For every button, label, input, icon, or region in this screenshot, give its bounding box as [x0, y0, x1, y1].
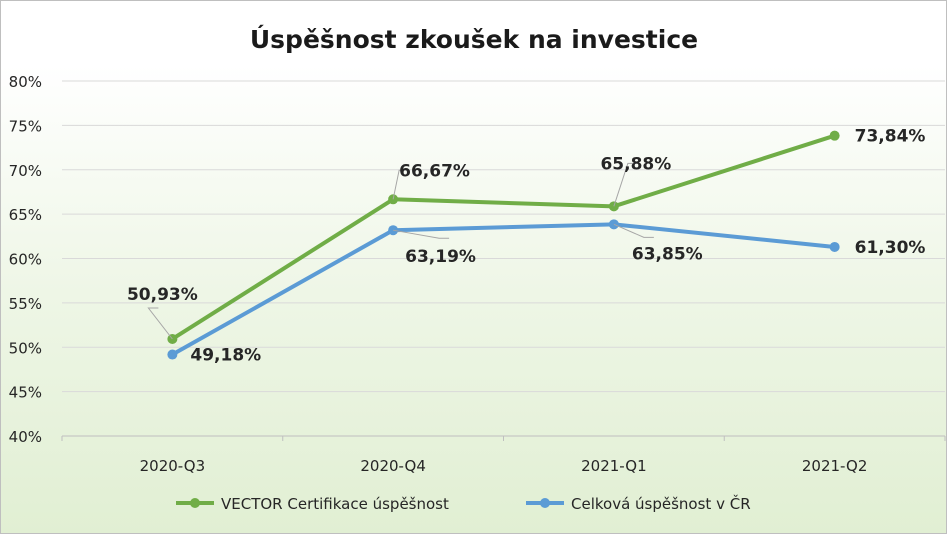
label-leader-line — [613, 223, 654, 238]
data-point — [829, 241, 840, 252]
chart-title: Úspěšnost zkoušek na investice — [250, 24, 698, 54]
legend-label: Celková úspěšnost v ČR — [571, 494, 751, 513]
x-tick-label: 2021-Q1 — [581, 457, 647, 475]
data-label: 50,93% — [127, 285, 198, 305]
label-leader-line — [147, 307, 173, 340]
y-tick-label: 60% — [9, 251, 42, 269]
y-tick-label: 40% — [9, 428, 42, 446]
series-line — [170, 222, 837, 357]
x-tick-label: 2020-Q4 — [360, 457, 426, 475]
y-tick-label: 70% — [9, 162, 42, 180]
data-label: 49,18% — [190, 346, 261, 366]
x-tick-label: 2021-Q2 — [802, 457, 868, 475]
series-lines — [167, 130, 840, 360]
x-axis-ticks: 2020-Q3 2020-Q4 2021-Q1 2021-Q2 — [61, 436, 946, 475]
series-line — [170, 133, 837, 341]
data-label: 73,84% — [855, 127, 926, 147]
legend-marker — [540, 498, 550, 508]
data-label: 63,85% — [632, 244, 703, 264]
y-tick-label: 80% — [9, 73, 42, 91]
y-tick-label: 75% — [9, 117, 42, 135]
label-leader-line — [393, 229, 450, 239]
data-labels: 50,93% 66,67% 65,88% 73,84% 49,18% 63,19% 63,8… — [127, 127, 925, 366]
x-tick-label: 2020-Q3 — [140, 457, 206, 475]
y-tick-label: 55% — [9, 295, 42, 313]
legend-marker — [190, 498, 200, 508]
data-point — [167, 349, 178, 360]
data-label: 61,30% — [855, 238, 926, 258]
gridlines — [62, 80, 945, 437]
label-leader-line — [613, 162, 638, 207]
y-axis-ticks: 40% 45% 50% 55% 60% 65% 70% 75% 80% — [9, 73, 42, 446]
label-leader-line — [392, 169, 410, 200]
data-label: 65,88% — [600, 154, 671, 174]
y-tick-label: 50% — [9, 339, 42, 357]
legend: VECTOR Certifikace úspěšnost Celková úspě… — [176, 494, 751, 513]
data-point — [829, 130, 840, 141]
legend-label: VECTOR Certifikace úspěšnost — [221, 495, 449, 513]
data-label: 66,67% — [399, 161, 470, 181]
data-label: 63,19% — [405, 247, 476, 267]
y-tick-label: 45% — [9, 384, 42, 402]
y-tick-label: 65% — [9, 206, 42, 224]
